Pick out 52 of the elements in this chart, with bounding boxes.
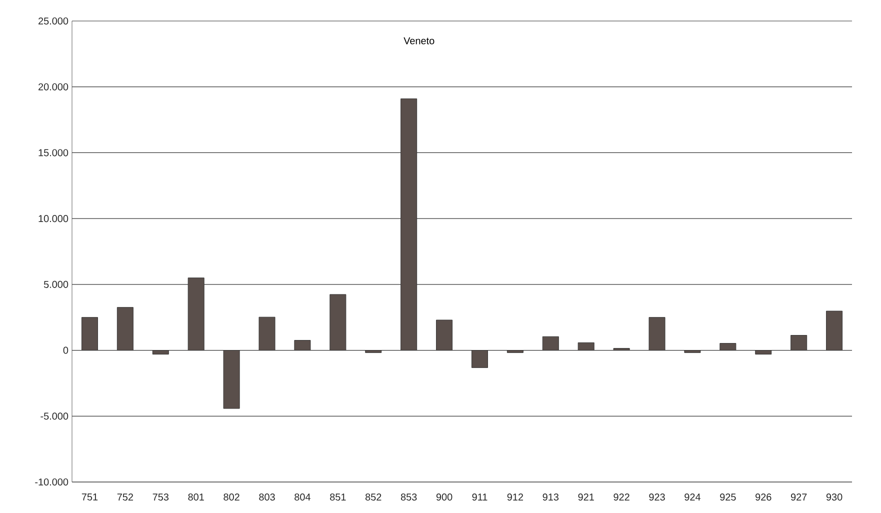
x-tick-label: 900 bbox=[436, 494, 452, 501]
y-tick-label: 20.000 bbox=[38, 83, 68, 90]
text: Veneto bbox=[404, 37, 434, 44]
y-tick-label: 15.000 bbox=[38, 149, 68, 156]
x-tick-label: 804 bbox=[294, 494, 310, 501]
bar bbox=[542, 336, 559, 351]
x-tick-label: 911 bbox=[472, 494, 488, 501]
bar bbox=[684, 350, 701, 353]
bar bbox=[506, 350, 524, 353]
x-tick-label: 801 bbox=[188, 494, 204, 501]
x-tick-label: 851 bbox=[330, 494, 346, 501]
x-tick-label: 912 bbox=[507, 494, 523, 501]
bar bbox=[400, 98, 418, 351]
bar bbox=[81, 317, 98, 351]
x-tick-label: 802 bbox=[224, 494, 240, 501]
bar bbox=[648, 317, 666, 351]
bar bbox=[755, 350, 772, 354]
bar bbox=[188, 278, 204, 351]
bar bbox=[152, 350, 169, 354]
x-tick-label: 923 bbox=[649, 494, 665, 501]
x-tick-label: 752 bbox=[117, 494, 133, 501]
bar bbox=[365, 350, 382, 353]
x-tick-label: 921 bbox=[578, 494, 594, 501]
y-tick-label: -10.000 bbox=[35, 478, 68, 486]
x-tick-label: 751 bbox=[82, 494, 98, 500]
y-tick-label: 0 bbox=[63, 346, 68, 354]
x-tick-label: 853 bbox=[400, 494, 417, 501]
x-tick-label: 852 bbox=[365, 494, 382, 501]
bar bbox=[578, 342, 594, 351]
x-tick-label: 922 bbox=[614, 494, 630, 501]
bar bbox=[826, 310, 843, 351]
bar bbox=[330, 294, 346, 351]
y-tick-label: 5.000 bbox=[44, 280, 68, 288]
y-tick-label: 25.000 bbox=[38, 17, 68, 25]
bar bbox=[294, 340, 311, 351]
y-tick-label: 10.000 bbox=[38, 215, 68, 222]
x-tick-label: 924 bbox=[684, 494, 700, 501]
x-tick-label: 927 bbox=[790, 494, 807, 501]
bar bbox=[116, 307, 134, 351]
x-tick-label: 926 bbox=[756, 494, 772, 501]
bar bbox=[720, 343, 736, 351]
x-tick-label: 753 bbox=[152, 494, 169, 501]
bar bbox=[258, 316, 276, 351]
x-tick-label: 925 bbox=[720, 494, 736, 501]
bar bbox=[223, 350, 240, 409]
bar bbox=[471, 350, 488, 368]
x-tick-label: 930 bbox=[826, 494, 842, 501]
y-tick-label: -5.000 bbox=[40, 412, 68, 420]
bar bbox=[436, 320, 453, 351]
x-tick-label: 803 bbox=[259, 494, 275, 501]
bar bbox=[790, 335, 808, 351]
x-tick-label: 913 bbox=[542, 494, 559, 501]
